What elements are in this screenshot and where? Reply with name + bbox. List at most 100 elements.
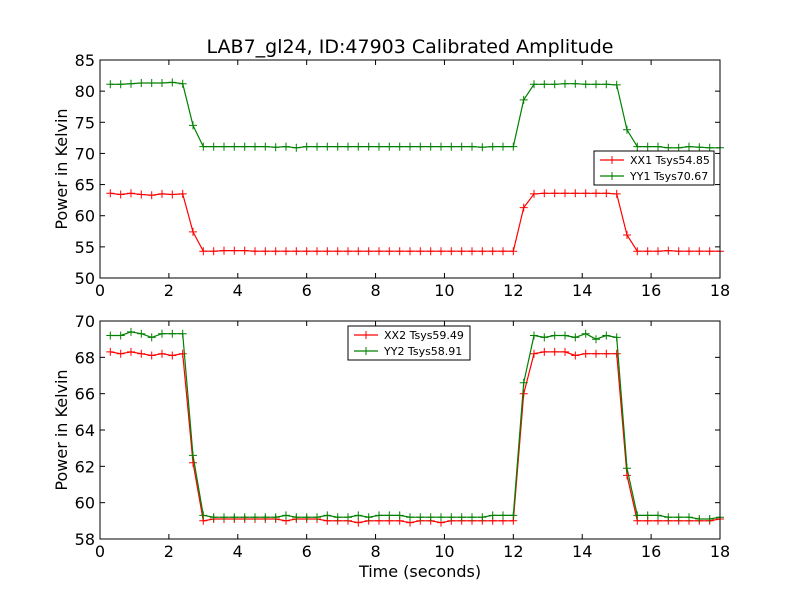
data-point (147, 333, 156, 342)
data-point (519, 378, 528, 387)
chart-title: LAB7_gl24, ID:47903 Calibrated Amplitude (207, 36, 614, 58)
data-point (468, 247, 476, 256)
data-point (127, 347, 135, 356)
x-tick-label: 10 (434, 281, 454, 300)
data-point (385, 247, 394, 256)
y-tick-label: 70 (75, 312, 95, 331)
data-point (364, 247, 373, 256)
data-point (581, 329, 590, 338)
data-point (251, 247, 259, 256)
data-point (375, 247, 383, 256)
y-tick-label: 62 (75, 457, 95, 476)
data-point (530, 189, 538, 198)
x-tick-label: 2 (164, 281, 174, 300)
data-point (519, 389, 528, 398)
legend-marker (362, 347, 370, 355)
data-point (158, 329, 166, 338)
legend: XX1 Tsys54.85 YY1 Tsys70.67 (593, 150, 715, 186)
x-tick-label: 14 (572, 281, 592, 300)
data-point (271, 513, 280, 522)
data-point (147, 351, 156, 360)
data-point (509, 247, 518, 256)
data-point (116, 190, 125, 199)
data-point (643, 511, 652, 520)
data-point (240, 246, 249, 255)
data-point (674, 513, 683, 522)
x-tick-label: 12 (503, 542, 523, 561)
legend-marker (608, 172, 616, 180)
data-point (654, 142, 662, 151)
data-point (654, 511, 662, 520)
data-point (344, 142, 352, 151)
data-point (271, 143, 280, 152)
data-point (540, 80, 549, 89)
data-point (199, 247, 208, 256)
data-point (333, 142, 342, 151)
data-point (168, 329, 177, 338)
data-point (106, 189, 115, 198)
data-point (158, 349, 166, 358)
data-point (116, 80, 125, 89)
data-point (633, 511, 642, 520)
data-point (478, 513, 487, 522)
data-point (674, 143, 683, 152)
data-point (664, 143, 673, 152)
data-point (550, 331, 559, 340)
data-point (364, 513, 373, 522)
data-point (592, 189, 600, 198)
data-point (509, 511, 518, 520)
data-point (674, 247, 683, 256)
data-point (313, 513, 321, 522)
y-tick-label: 55 (75, 238, 95, 257)
data-point (199, 142, 208, 151)
plot-frame (99, 59, 721, 279)
y-tick-label: 75 (75, 113, 95, 132)
data-point (364, 142, 373, 151)
data-point (271, 247, 280, 256)
y-tick-label: 64 (75, 421, 95, 440)
data-point (447, 247, 456, 256)
data-point (519, 95, 528, 104)
data-point (127, 327, 135, 336)
data-point (137, 79, 146, 87)
x-axis-label: Time (seconds) (358, 562, 481, 581)
data-point (147, 191, 156, 200)
data-point (540, 347, 549, 356)
data-point (127, 189, 135, 198)
data-point (633, 142, 642, 151)
x-tick-label: 2 (164, 542, 174, 561)
data-point (158, 79, 166, 87)
legend-marker (608, 156, 616, 164)
legend-label: YY2 Tsys58.91 (383, 345, 462, 358)
data-point (416, 142, 425, 151)
data-point (602, 331, 611, 340)
data-point (178, 79, 187, 88)
data-point (571, 333, 580, 342)
data-point (457, 247, 466, 256)
top-plot: 0 2 4 6 8 10 12 14 16 18 50 55 60 65 70 75 80 85 Power in … (52, 51, 730, 300)
legend-box (347, 325, 471, 361)
data-point (571, 79, 580, 88)
data-point (302, 247, 311, 256)
data-point (302, 142, 311, 151)
data-point (406, 247, 414, 256)
data-point (344, 513, 352, 522)
data-point (106, 80, 115, 89)
data-point (282, 247, 290, 256)
legend-label: XX1 Tsys54.85 (630, 154, 710, 167)
data-point (664, 246, 673, 255)
y-tick-label: 65 (75, 176, 95, 195)
data-point (178, 329, 187, 338)
data-point (592, 80, 600, 89)
x-tick-label: 18 (710, 542, 730, 561)
y-tick-label: 85 (75, 51, 95, 70)
data-point (602, 189, 611, 198)
data-point (705, 247, 714, 256)
legend-label: XX2 Tsys59.49 (384, 329, 464, 342)
data-point (695, 247, 704, 256)
data-point (623, 464, 631, 473)
data-point (447, 142, 456, 151)
data-point (230, 142, 239, 151)
